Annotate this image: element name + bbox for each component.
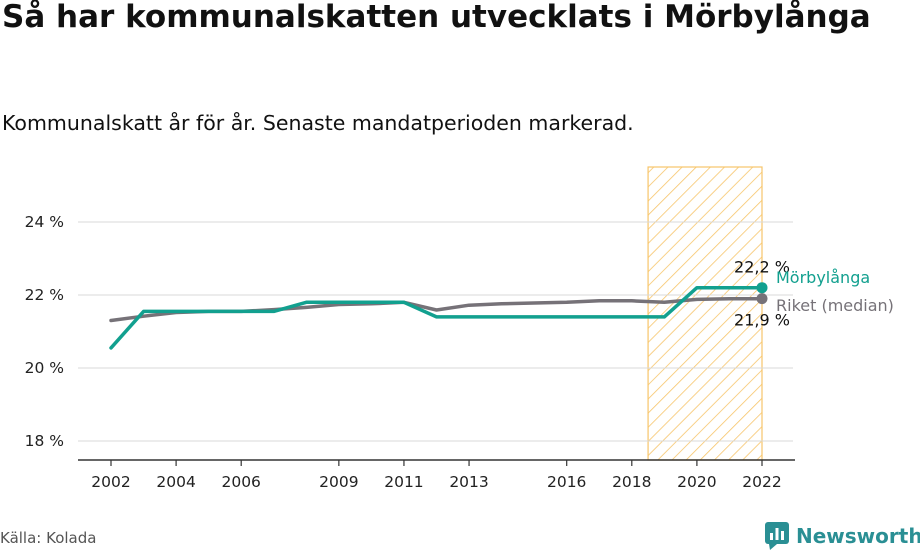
y-tick-label: 18 % — [25, 432, 64, 450]
x-tick-label: 2004 — [156, 473, 195, 491]
series-name-label: Mörbylånga — [776, 268, 870, 287]
x-tick-label: 2011 — [384, 473, 423, 491]
x-tick-label: 2013 — [449, 473, 488, 491]
series-end-point — [756, 282, 768, 294]
x-tick-label: 2020 — [677, 473, 716, 491]
x-tick-label: 2009 — [319, 473, 358, 491]
x-tick-label: 2006 — [221, 473, 260, 491]
brand-name: Newsworthy — [796, 524, 920, 548]
x-tick-label: 2018 — [612, 473, 651, 491]
source-note: Källa: Kolada — [0, 529, 97, 547]
x-tick-label: 2022 — [742, 473, 781, 491]
end-value-label: 21,9 % — [734, 311, 790, 330]
end-value-label: 22,2 % — [734, 258, 790, 277]
x-tick-label: 2016 — [547, 473, 586, 491]
y-tick-label: 24 % — [25, 213, 64, 231]
series-end-point — [756, 293, 768, 305]
chart-title: Så har kommunalskatten utvecklats i Mörb… — [2, 0, 871, 35]
newsworthy-logo-icon — [765, 522, 789, 550]
line-chart: 18 % 20 % 22 % 24 % 2002 2004 2006 2009 2011 201… — [25, 166, 894, 491]
brand-logo: Newsworthy — [764, 520, 920, 552]
y-tick-label: 22 % — [25, 286, 64, 304]
y-tick-label: 20 % — [25, 359, 64, 377]
x-tick-label: 2002 — [91, 473, 130, 491]
chart-subtitle: Kommunalskatt år för år. Senaste mandatp… — [2, 111, 634, 135]
series-line — [109, 285, 764, 350]
series-name-label: Riket (median) — [776, 296, 894, 315]
